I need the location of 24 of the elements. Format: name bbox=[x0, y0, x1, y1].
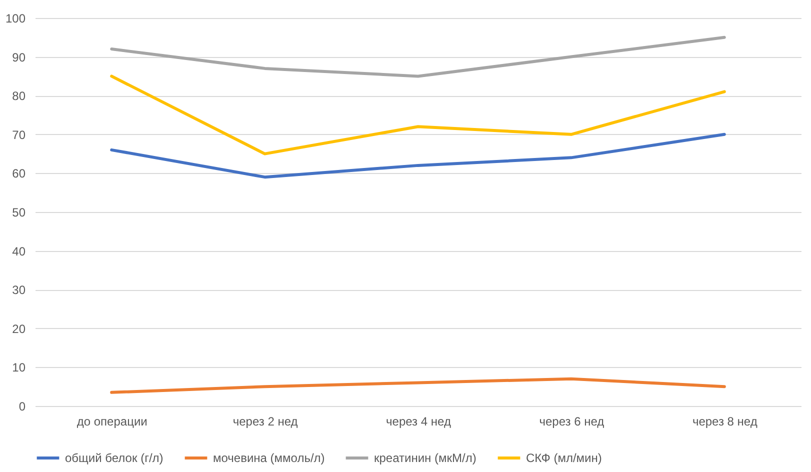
y-tick-label: 0 bbox=[18, 400, 26, 414]
y-tick-label: 20 bbox=[12, 322, 26, 336]
y-tick-label: 90 bbox=[12, 50, 26, 64]
y-tick-label: 100 bbox=[5, 12, 26, 26]
line-series bbox=[110, 36, 726, 78]
legend-label: креатинин (мкМ/л) bbox=[374, 451, 476, 465]
x-tick-label: через 4 нед bbox=[386, 414, 451, 428]
x-tick-label: через 6 нед bbox=[539, 414, 604, 428]
y-tick-label: 30 bbox=[12, 283, 26, 298]
y-tick-label: 10 bbox=[12, 360, 26, 375]
legend-label: общий белок (г/л) bbox=[65, 451, 164, 465]
x-tick-label: через 8 нед bbox=[692, 414, 758, 428]
line-series bbox=[110, 74, 726, 156]
y-tick-label: 50 bbox=[12, 206, 26, 220]
x-tick-label: через 2 нед bbox=[232, 414, 298, 428]
line-series bbox=[110, 377, 726, 394]
x-tick-label: до операции bbox=[76, 414, 148, 428]
y-tick-label: 70 bbox=[12, 128, 26, 142]
legend-label: мочевина (ммоль/л) bbox=[213, 451, 325, 465]
y-tick-label: 40 bbox=[12, 244, 26, 258]
y-tick-label: 60 bbox=[12, 166, 26, 181]
line-series bbox=[110, 132, 726, 179]
y-tick-label: 80 bbox=[12, 89, 26, 104]
legend-label: СКФ (мл/мин) bbox=[526, 451, 602, 465]
